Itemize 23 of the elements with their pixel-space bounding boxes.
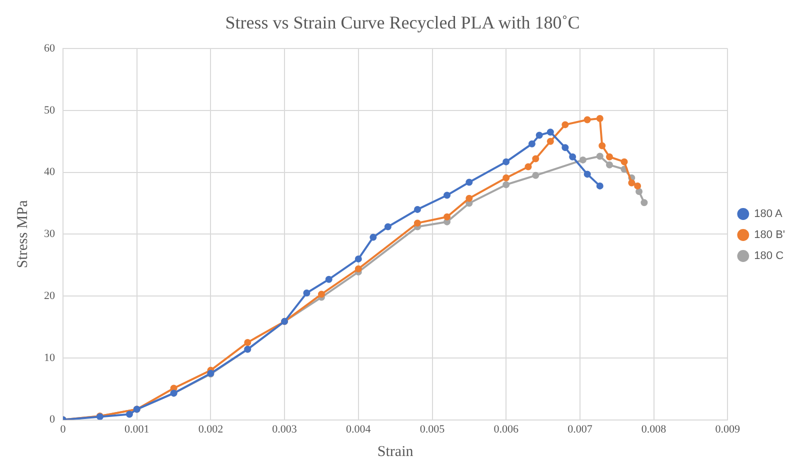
x-tick-label: 0.004 [346, 423, 372, 436]
y-tick-label: 30 [44, 228, 56, 240]
y-tick-label: 60 [44, 42, 56, 54]
x-tick-label: 0.007 [568, 423, 593, 436]
x-tick-label: 0.005 [420, 423, 446, 436]
y-tick-label: 10 [44, 352, 56, 364]
x-tick-label: 0.001 [124, 423, 150, 436]
y-tick-label: 20 [44, 290, 56, 302]
x-tick-label: 0.009 [715, 423, 741, 436]
x-tick-label: 0.002 [198, 423, 224, 436]
chart-title: Stress vs Strain Curve Recycled PLA with 180˚C [225, 12, 580, 33]
x-tick-label: 0.008 [641, 423, 667, 436]
y-axis-title: Stress MPa [14, 200, 31, 268]
legend-label: 180 C [754, 250, 784, 262]
y-tick-label: 40 [44, 166, 56, 178]
x-tick-label: 0 [60, 423, 66, 436]
x-axis-title: Strain [377, 444, 414, 460]
y-tick-label: 50 [44, 104, 56, 116]
y-tick-label: 0 [50, 414, 56, 426]
x-tick-label: 0.006 [494, 423, 519, 436]
x-tick-label: 0.003 [272, 423, 298, 436]
legend-label: 180 B' [754, 229, 786, 242]
legend-label: 180 A [754, 208, 783, 220]
